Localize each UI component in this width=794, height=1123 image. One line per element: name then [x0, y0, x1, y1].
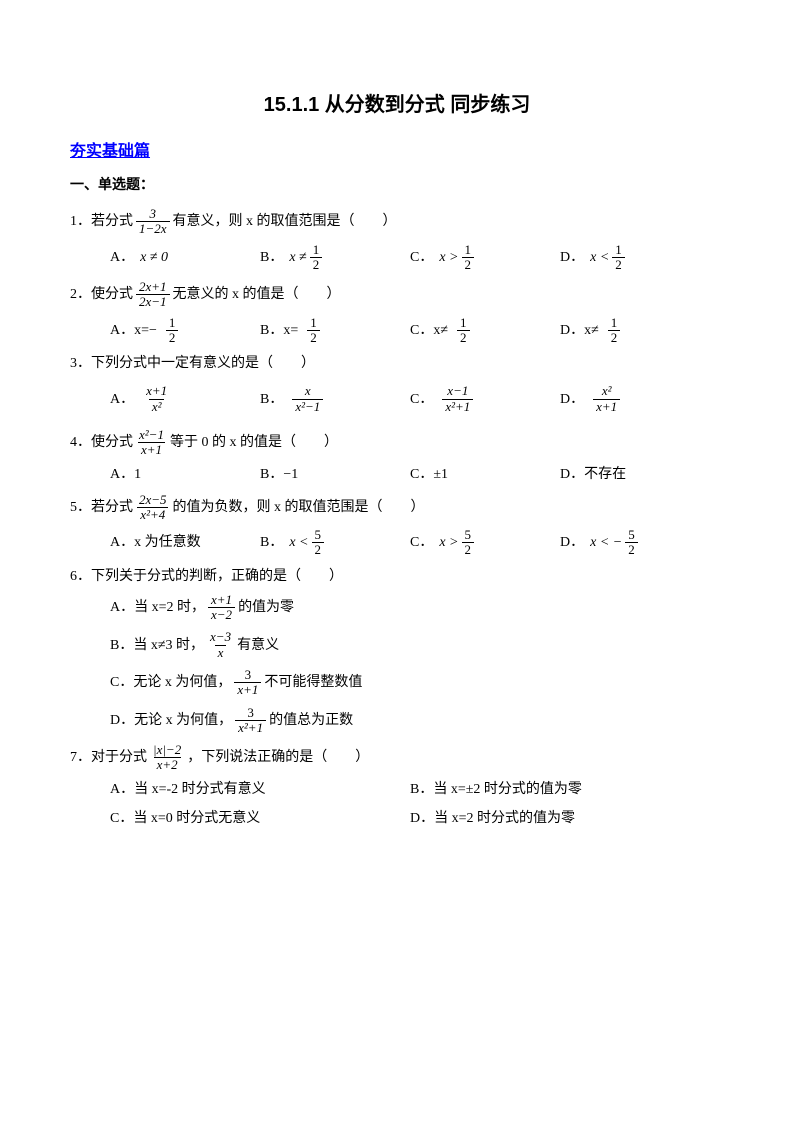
q5-d: D．x < −52	[560, 528, 710, 558]
q6-d: D．无论 x 为何值， 3x²+1 的值总为正数	[110, 706, 724, 736]
question-7: 7．对于分式 |x|−2x+2 ，下列说法正确的是（ ） A．当 x=-2 时分…	[70, 743, 724, 829]
q2-c: C．x≠ 12	[410, 316, 560, 346]
q4-frac: x²−1x+1	[136, 428, 167, 458]
q7-frac: |x|−2x+2	[150, 743, 184, 773]
question-4: 4．使分式 x²−1x+1 等于 0 的 x 的值是（ ） A．1 B．−1 C…	[70, 428, 724, 485]
page-title: 15.1.1 从分数到分式 同步练习	[70, 90, 724, 120]
q7-a: A．当 x=-2 时分式有意义	[110, 779, 410, 800]
q7-row2: C．当 x=0 时分式无意义 D．当 x=2 时分式的值为零	[70, 808, 724, 829]
q1-text: 1．若分式 31−2x 有意义，则 x 的取值范围是（ ）	[70, 207, 724, 237]
q3-options: A．x+1x² B．xx²−1 C．x−1x²+1 D．x²x+1	[70, 384, 724, 414]
q7-b: B．当 x=±2 时分式的值为零	[410, 779, 710, 800]
q1-options: A．x ≠ 0 B．x ≠12 C．x >12 D．x <12	[70, 243, 724, 273]
q4-text: 4．使分式 x²−1x+1 等于 0 的 x 的值是（ ）	[70, 428, 724, 458]
q4-post: 等于 0 的 x 的值是（ ）	[170, 432, 338, 453]
q5-b: B．x <52	[260, 528, 410, 558]
q7-pre: 7．对于分式	[70, 747, 147, 768]
q5-frac: 2x−5x²+4	[136, 493, 170, 523]
q2-options: A．x=−12 B．x= 12 C．x≠ 12 D．x≠ 12	[70, 316, 724, 346]
q1-d: D．x <12	[560, 243, 710, 273]
q5-pre: 5．若分式	[70, 497, 133, 518]
q4-a: A．1	[110, 464, 260, 485]
q3-d: D．x²x+1	[560, 384, 710, 414]
q5-text: 5．若分式 2x−5x²+4 的值为负数，则 x 的取值范围是（ ）	[70, 493, 724, 523]
q7-c: C．当 x=0 时分式无意义	[110, 808, 410, 829]
q4-d: D．不存在	[560, 464, 710, 485]
q2-pre: 2．使分式	[70, 284, 133, 305]
q1-post: 有意义，则 x 的取值范围是（ ）	[173, 211, 397, 232]
q2-post: 无意义的 x 的值是（ ）	[173, 284, 341, 305]
q1-pre: 1．若分式	[70, 211, 133, 232]
q1-c: C．x >12	[410, 243, 560, 273]
q5-a: A．x 为任意数	[110, 528, 260, 558]
q4-c: C．±1	[410, 464, 560, 485]
q1-b: B．x ≠12	[260, 243, 410, 273]
q3-a: A．x+1x²	[110, 384, 260, 414]
q6-b: B．当 x≠3 时， x−3x 有意义	[110, 630, 724, 660]
q2-a: A．x=−12	[110, 316, 260, 346]
q7-text: 7．对于分式 |x|−2x+2 ，下列说法正确的是（ ）	[70, 743, 724, 773]
section-header: 夯实基础篇	[70, 140, 724, 164]
q5-options: A．x 为任意数 B．x <52 C．x >52 D．x < −52	[70, 528, 724, 558]
q5-c: C．x >52	[410, 528, 560, 558]
question-2: 2．使分式 2x+12x−1 无意义的 x 的值是（ ） A．x=−12 B．x…	[70, 280, 724, 345]
sub-header: 一、单选题：	[70, 174, 724, 195]
question-5: 5．若分式 2x−5x²+4 的值为负数，则 x 的取值范围是（ ） A．x 为…	[70, 493, 724, 558]
q2-b: B．x= 12	[260, 316, 410, 346]
question-6: 6．下列关于分式的判断，正确的是（ ） A．当 x=2 时， x+1x−2 的值…	[70, 566, 724, 735]
q1-a: A．x ≠ 0	[110, 243, 260, 273]
q6-a: A．当 x=2 时， x+1x−2 的值为零	[110, 593, 724, 623]
q7-row1: A．当 x=-2 时分式有意义 B．当 x=±2 时分式的值为零	[70, 779, 724, 800]
q4-b: B．−1	[260, 464, 410, 485]
q7-d: D．当 x=2 时分式的值为零	[410, 808, 710, 829]
q2-text: 2．使分式 2x+12x−1 无意义的 x 的值是（ ）	[70, 280, 724, 310]
q3-text: 3．下列分式中一定有意义的是（ ）	[70, 353, 724, 374]
question-1: 1．若分式 31−2x 有意义，则 x 的取值范围是（ ） A．x ≠ 0 B．…	[70, 207, 724, 272]
q3-b: B．xx²−1	[260, 384, 410, 414]
q1-frac: 31−2x	[136, 207, 170, 237]
q4-pre: 4．使分式	[70, 432, 133, 453]
q5-post: 的值为负数，则 x 的取值范围是（ ）	[173, 497, 425, 518]
q3-c: C．x−1x²+1	[410, 384, 560, 414]
q6-options: A．当 x=2 时， x+1x−2 的值为零 B．当 x≠3 时， x−3x 有…	[70, 593, 724, 735]
question-3: 3．下列分式中一定有意义的是（ ） A．x+1x² B．xx²−1 C．x−1x…	[70, 353, 724, 414]
q6-text: 6．下列关于分式的判断，正确的是（ ）	[70, 566, 724, 587]
q6-c: C．无论 x 为何值， 3x+1 不可能得整数值	[110, 668, 724, 698]
q2-frac: 2x+12x−1	[136, 280, 170, 310]
q4-options: A．1 B．−1 C．±1 D．不存在	[70, 464, 724, 485]
q2-d: D．x≠ 12	[560, 316, 710, 346]
q7-post: ，下列说法正确的是（ ）	[187, 747, 369, 768]
